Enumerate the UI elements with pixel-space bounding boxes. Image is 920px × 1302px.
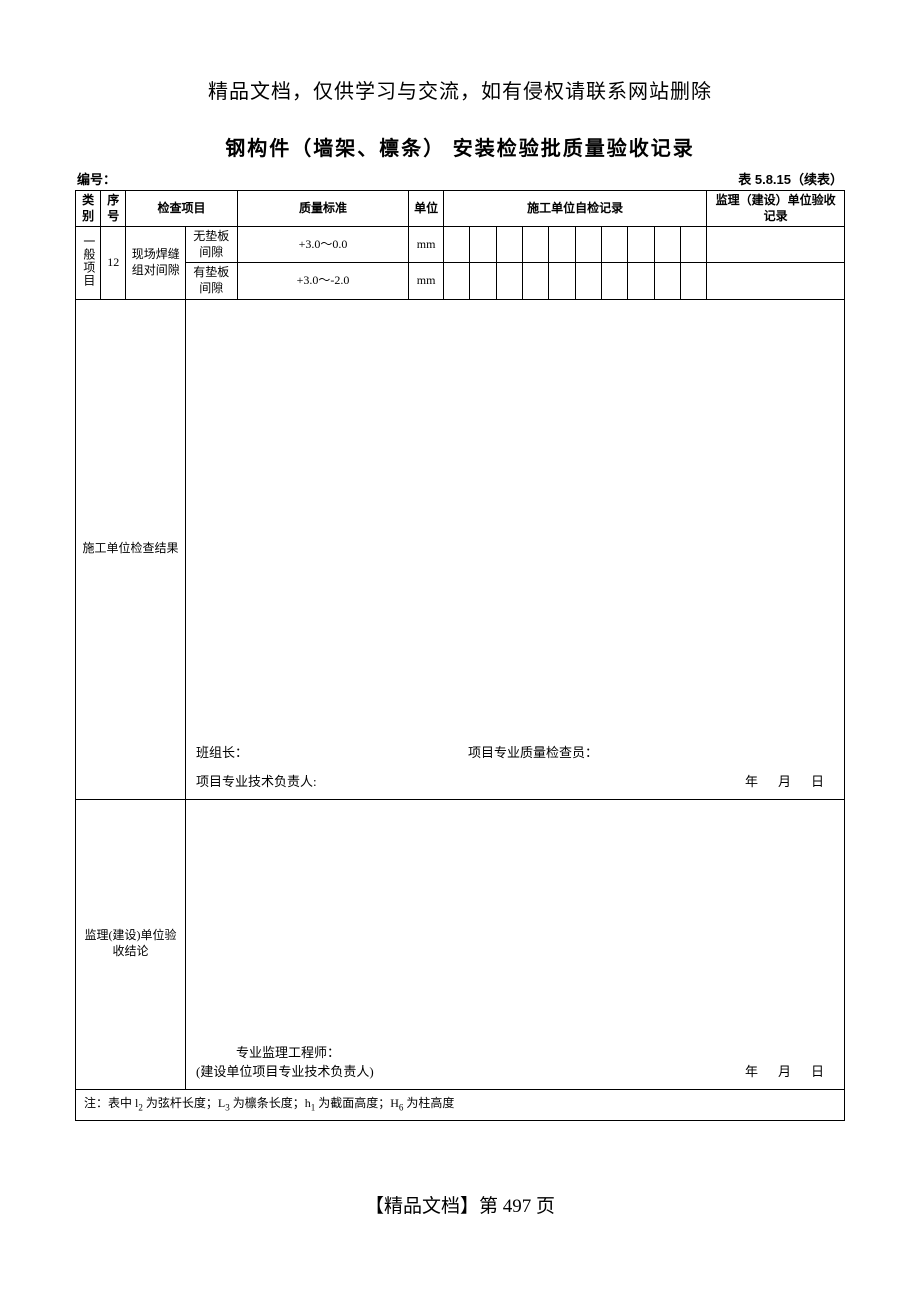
check-cell: [601, 263, 627, 299]
check-cell: [549, 263, 575, 299]
construction-result-label: 施工单位检查结果: [76, 299, 186, 799]
check-cell: [443, 227, 469, 263]
std1: +3.0～0.0: [237, 227, 409, 263]
date-slot: 年 月 日: [745, 774, 824, 791]
col-standard: 质量标准: [237, 191, 409, 227]
check-cell: [680, 227, 706, 263]
tech-leader-label: 项目专业技术负责人:: [196, 774, 317, 791]
quality-inspector-label: 项目专业质量检查员：: [468, 745, 598, 762]
check-cell: [522, 263, 548, 299]
check-cell: [654, 227, 680, 263]
table-header-row: 类别 序号 检查项目 质量标准 单位 施工单位自检记录 监理（建设）单位验收记录: [76, 191, 845, 227]
meta-row: 编号： 表 5.8.15（续表）: [75, 169, 845, 188]
header-notice: 精品文档，仅供学习与交流，如有侵权请联系网站删除: [75, 75, 845, 104]
check-cell: [470, 263, 496, 299]
date-slot-2: 年 月 日: [745, 1064, 824, 1081]
inspection-table: 类别 序号 检查项目 质量标准 单位 施工单位自检记录 监理（建设）单位验收记录…: [75, 190, 845, 1121]
check-cell: [628, 263, 654, 299]
col-unit: 单位: [409, 191, 443, 227]
col-supervisor: 监理（建设）单位验收记录: [707, 191, 845, 227]
page-footer: 【精品文档】第 497 页: [75, 1191, 845, 1218]
check-cell: [575, 263, 601, 299]
supervisor-result-label: 监理(建设)单位验收结论: [76, 799, 186, 1089]
data-row-1: 一般项目 12 现场焊缝组对间隙 无垫板间隙 +3.0～0.0 mm: [76, 227, 845, 263]
unit1: mm: [409, 227, 443, 263]
construction-result-row: 施工单位检查结果 班组长： 项目专业质量检查员： 项目专业技术负责人: 年 月 …: [76, 299, 845, 799]
supervisor-cell: [707, 227, 845, 263]
table-number: 表 5.8.15（续表）: [738, 169, 843, 188]
std2: +3.0～-2.0: [237, 263, 409, 299]
seq-cell: 12: [101, 227, 126, 299]
number-label: 编号：: [77, 169, 116, 188]
check-cell: [628, 227, 654, 263]
pro-supervisor-label: 专业监理工程师：: [196, 1045, 340, 1062]
col-seq: 序号: [101, 191, 126, 227]
note-cell: 注：表中 l2 为弦杆长度；L3 为檩条长度；h1 为截面高度；H6 为柱高度: [76, 1089, 845, 1120]
document-page: 精品文档，仅供学习与交流，如有侵权请联系网站删除 钢构件（墙架、檩条） 安装检验…: [0, 0, 920, 1258]
construction-result-area: 班组长： 项目专业质量检查员： 项目专业技术负责人: 年 月 日: [185, 299, 844, 799]
item-sub1: 无垫板间隙: [185, 227, 237, 263]
document-title: 钢构件（墙架、檩条） 安装检验批质量验收记录: [75, 132, 845, 161]
check-cell: [654, 263, 680, 299]
build-tech-leader-label: (建设单位项目专业技术负责人): [196, 1064, 374, 1081]
check-cell: [496, 227, 522, 263]
check-cell: [601, 227, 627, 263]
col-category: 类别: [76, 191, 101, 227]
supervisor-cell: [707, 263, 845, 299]
check-cell: [443, 263, 469, 299]
supervisor-result-area: 专业监理工程师： (建设单位项目专业技术负责人) 年 月 日: [185, 799, 844, 1089]
check-cell: [470, 227, 496, 263]
check-cell: [522, 227, 548, 263]
check-cell: [496, 263, 522, 299]
check-cell: [680, 263, 706, 299]
col-self-check: 施工单位自检记录: [443, 191, 707, 227]
check-cell: [575, 227, 601, 263]
data-row-2: 有垫板间隙 +3.0～-2.0 mm: [76, 263, 845, 299]
check-cell: [549, 227, 575, 263]
team-leader-label: 班组长：: [196, 745, 248, 762]
supervisor-result-row: 监理(建设)单位验收结论 专业监理工程师： (建设单位项目专业技术负责人) 年 …: [76, 799, 845, 1089]
item-main: 现场焊缝组对间隙: [126, 227, 186, 299]
section-label: 一般项目: [76, 227, 101, 299]
item-sub2: 有垫板间隙: [185, 263, 237, 299]
unit2: mm: [409, 263, 443, 299]
note-row: 注：表中 l2 为弦杆长度；L3 为檩条长度；h1 为截面高度；H6 为柱高度: [76, 1089, 845, 1120]
col-item: 检查项目: [126, 191, 237, 227]
